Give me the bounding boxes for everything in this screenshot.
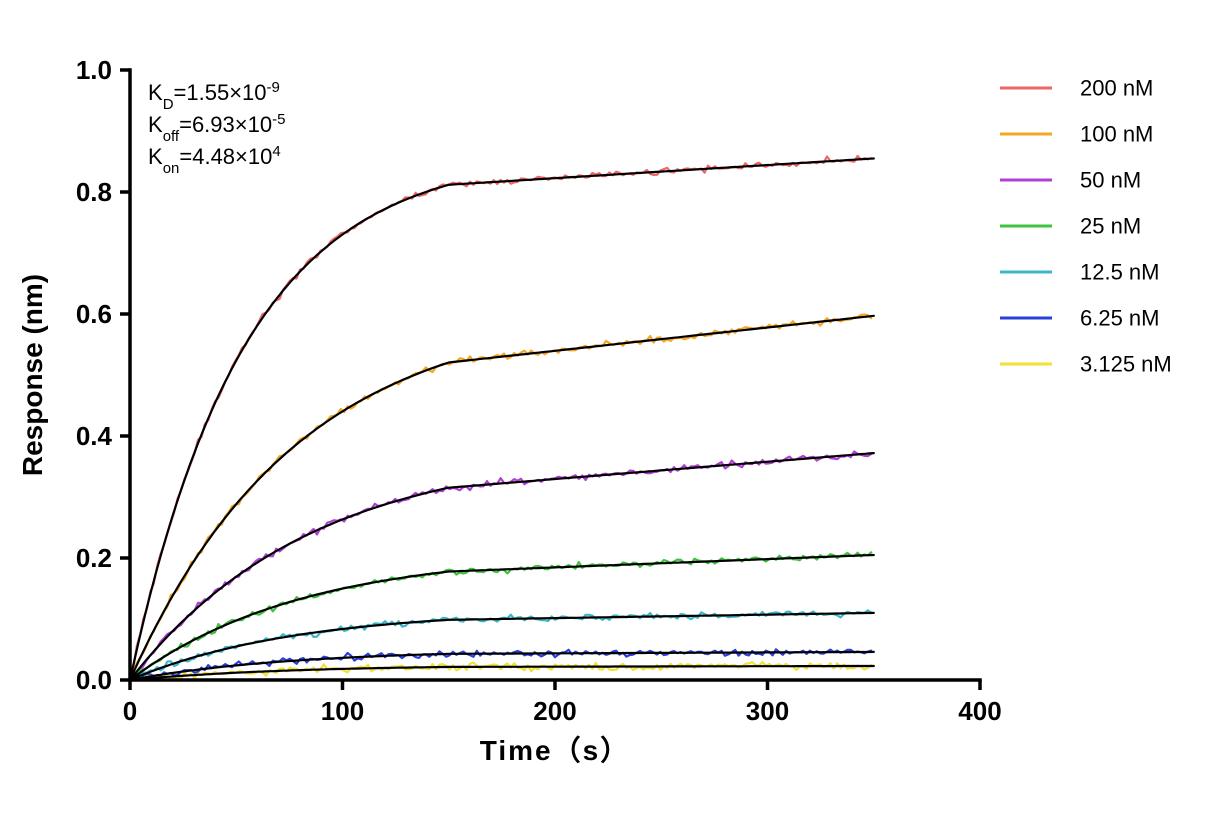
y-tick-label: 0.0 xyxy=(76,665,112,695)
series-fit xyxy=(130,316,874,680)
chart-svg: 0 100 200 300 400 0.0 0.2 0.4 0.6 0.8 1.0 Time（s） Re… xyxy=(0,0,1231,825)
x-tick-label: 100 xyxy=(321,696,364,726)
legend-label: 12.5 nM xyxy=(1080,260,1160,285)
kinetic-constant: Koff=6.93×10-5 xyxy=(148,111,285,145)
kinetics-chart: 0 100 200 300 400 0.0 0.2 0.4 0.6 0.8 1.0 Time（s） Re… xyxy=(0,0,1231,825)
y-tick-label: 0.8 xyxy=(76,177,112,207)
x-tick-label: 200 xyxy=(533,696,576,726)
x-tick-label: 0 xyxy=(123,696,137,726)
y-tick-label: 0.4 xyxy=(76,421,113,451)
legend-label: 6.25 nM xyxy=(1080,306,1160,331)
x-tick-label: 400 xyxy=(958,696,1001,726)
series-trace xyxy=(130,156,871,680)
series-fit xyxy=(130,159,874,681)
legend-label: 200 nM xyxy=(1080,76,1153,101)
y-axis-label: Response (nm) xyxy=(17,274,48,476)
legend-label: 100 nM xyxy=(1080,122,1153,147)
x-tick-label: 300 xyxy=(746,696,789,726)
x-axis-label: Time（s） xyxy=(480,734,630,766)
kinetic-constant: Kon=4.48×104 xyxy=(148,143,281,177)
y-tick-label: 0.2 xyxy=(76,543,112,573)
legend-label: 25 nM xyxy=(1080,214,1141,239)
series-fit xyxy=(130,613,874,680)
legend-label: 3.125 nM xyxy=(1080,352,1172,377)
legend-label: 50 nM xyxy=(1080,168,1141,193)
y-tick-label: 1.0 xyxy=(76,55,112,85)
kinetic-constant: KD=1.55×10-9 xyxy=(148,79,280,113)
y-tick-label: 0.6 xyxy=(76,299,112,329)
